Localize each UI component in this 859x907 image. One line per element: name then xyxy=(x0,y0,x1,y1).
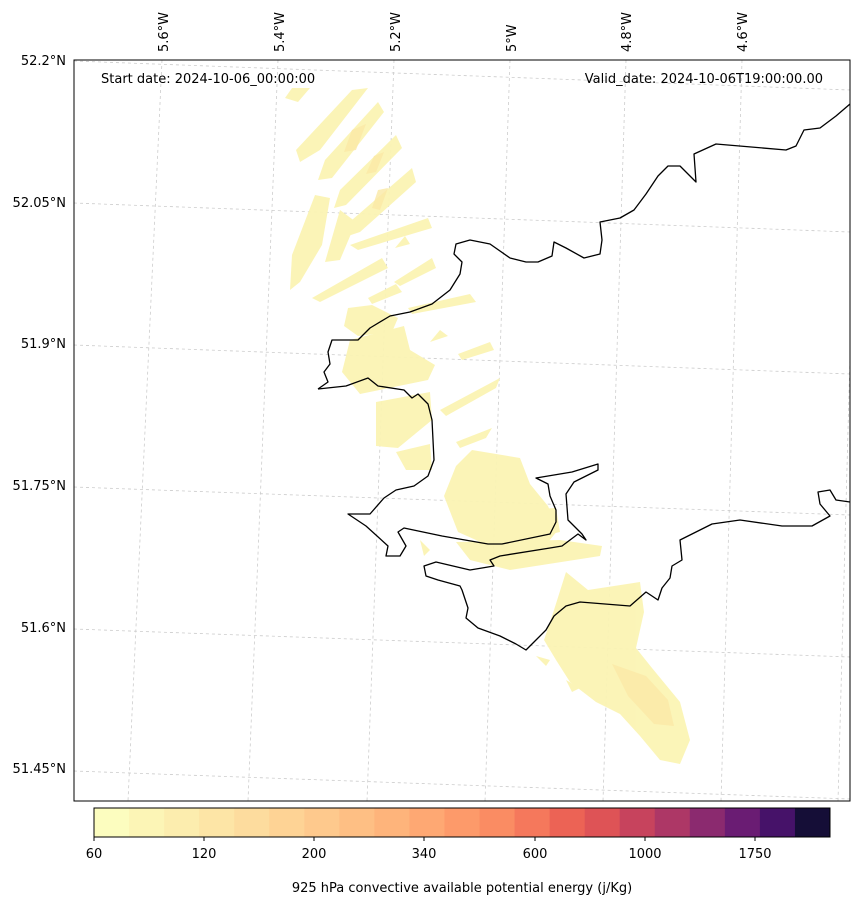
map-background xyxy=(74,60,850,801)
map-panel xyxy=(73,59,851,802)
colorbar-bin xyxy=(724,808,761,837)
lon-label: 5.6°W xyxy=(157,12,172,52)
colorbar-bin xyxy=(794,808,831,837)
colorbar-bin xyxy=(269,808,305,837)
meridian-line xyxy=(127,60,163,801)
colorbar-bin xyxy=(339,808,375,837)
colorbar-frame xyxy=(93,807,831,838)
lon-label: 4.8°W xyxy=(620,12,635,52)
colorbar-bin xyxy=(199,808,235,837)
lon-label: 4.6°W xyxy=(736,12,751,52)
colorbar-tick-label: 120 xyxy=(192,847,217,862)
lon-label: 5°W xyxy=(505,24,520,52)
start-date-label: Start date: 2024-10-06_00:00:00 xyxy=(101,72,315,87)
lon-label: 5.4°W xyxy=(273,12,288,52)
lat-label: 51.45°N xyxy=(13,762,66,777)
colorbar-bin xyxy=(759,808,796,837)
colorbar-tick-label: 1000 xyxy=(628,847,661,862)
colorbar-tick-label: 60 xyxy=(86,847,103,862)
latitude-labels: 52.2°N 52.05°N 51.9°N 51.75°N 51.6°N 51.… xyxy=(13,54,66,777)
colorbar-bin xyxy=(549,808,586,837)
colorbar-tick-label: 340 xyxy=(412,847,437,862)
longitude-labels: 5.6°W 5.4°W 5.2°W 5°W 4.8°W 4.6°W xyxy=(157,12,751,52)
colorbar-bin xyxy=(514,808,551,837)
map-frame xyxy=(73,59,851,802)
colorbar-tick-label: 600 xyxy=(523,847,548,862)
colorbar-bin xyxy=(304,808,340,837)
colorbar-bin xyxy=(584,808,621,837)
colorbar: 60 120 200 340 600 1000 1750 925 hPa con… xyxy=(86,807,831,896)
coastline xyxy=(317,103,850,651)
colorbar-tick-label: 1750 xyxy=(738,847,771,862)
colorbar-bin xyxy=(94,808,130,837)
map-annotations: Start date: 2024-10-06_00:00:00 Valid_da… xyxy=(101,72,823,87)
colorbar-ticks: 60 120 200 340 600 1000 1750 xyxy=(86,837,772,862)
gridlines xyxy=(74,60,850,801)
valid-date-label: Valid_date: 2024-10-06T19:00:00.00 xyxy=(585,72,823,87)
colorbar-bin xyxy=(129,808,165,837)
colorbar-bin xyxy=(374,808,410,837)
colorbar-label: 925 hPa convective available potential e… xyxy=(292,881,632,896)
colorbar-bin xyxy=(619,808,656,837)
colorbar-tick-label: 200 xyxy=(302,847,327,862)
lat-label: 51.6°N xyxy=(21,621,66,636)
colorbar-bin xyxy=(444,808,481,837)
colorbar-bins xyxy=(94,808,831,837)
colorbar-bin xyxy=(164,808,200,837)
lat-label: 51.75°N xyxy=(13,479,66,494)
lon-label: 5.2°W xyxy=(389,12,404,52)
colorbar-bin xyxy=(654,808,691,837)
colorbar-bin xyxy=(409,808,445,837)
colorbar-bin xyxy=(689,808,726,837)
colorbar-bin xyxy=(479,808,516,837)
cape-shading xyxy=(285,88,690,764)
colorbar-bin xyxy=(234,808,270,837)
lat-label: 52.2°N xyxy=(21,54,66,69)
meridian-line xyxy=(247,60,279,801)
lat-label: 51.9°N xyxy=(21,337,66,352)
lat-label: 52.05°N xyxy=(13,196,66,211)
